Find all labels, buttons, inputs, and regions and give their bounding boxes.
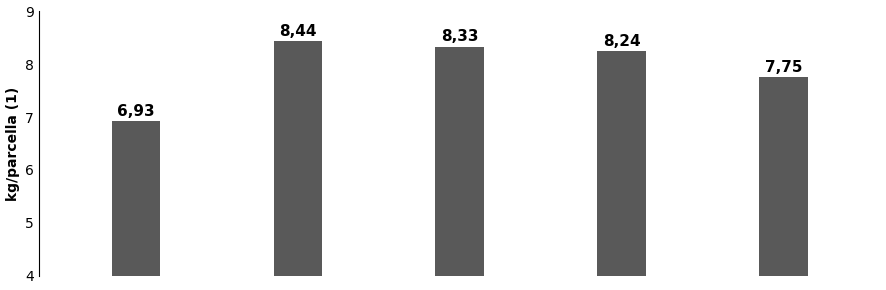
- Text: 6,93: 6,93: [117, 104, 155, 119]
- Bar: [112, 121, 160, 290]
- Y-axis label: kg/parcella (1): kg/parcella (1): [5, 86, 19, 201]
- Text: 8,33: 8,33: [441, 29, 478, 44]
- Bar: [274, 41, 323, 290]
- Text: 8,24: 8,24: [602, 34, 641, 49]
- Bar: [597, 51, 646, 290]
- Text: 7,75: 7,75: [765, 60, 802, 75]
- Bar: [435, 47, 484, 290]
- Text: 8,44: 8,44: [279, 23, 316, 39]
- Bar: [759, 77, 808, 290]
